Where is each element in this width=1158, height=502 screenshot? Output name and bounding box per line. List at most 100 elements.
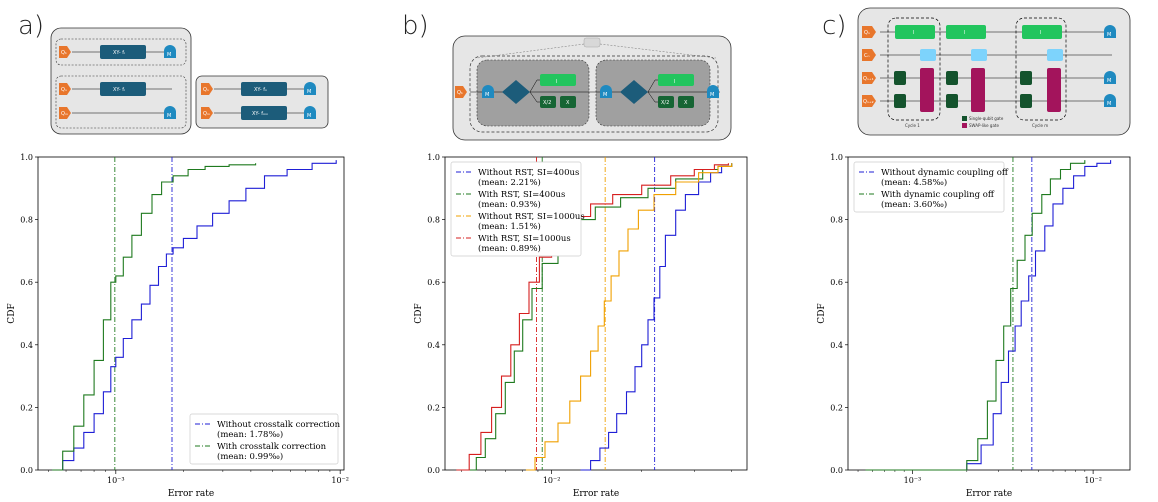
y-tick-label: 1.0 [830, 153, 843, 162]
panel-label-b: b) [402, 11, 429, 41]
legend-label-3: With RST, SI=1000us [478, 234, 571, 244]
coupler-box [1047, 49, 1063, 61]
gate-box [241, 106, 287, 120]
legend-swap: SWAP-like gate [969, 123, 999, 128]
legend-label-0: Without crosstalk correction [217, 420, 341, 430]
qubit-label: Qₙ [61, 87, 67, 93]
series-line-1 [52, 163, 257, 471]
qubit-a2-icon [59, 83, 71, 95]
legend: Without crosstalk correction(mean: 1.78‰… [189, 413, 341, 465]
gate-label: X [566, 100, 570, 106]
y-tick-label: 1.0 [427, 153, 440, 162]
panel-label-c: c) [822, 11, 846, 41]
measure-label: M [1107, 101, 1111, 107]
series-line-0 [52, 160, 337, 471]
decision-icon [620, 80, 648, 104]
qubit-b-icon [455, 86, 467, 98]
measure-label: M [1107, 78, 1111, 84]
single-qubit-gate [1020, 94, 1032, 108]
schematic-a: Q₁ Qₙ Qₘ XY- fᵢ XY- fᵢ M M Qₙ Qₘ XY- fₙ … [50, 27, 329, 135]
gate-box [895, 25, 935, 39]
gate-label: X/2 [661, 100, 669, 106]
series-line-1 [466, 163, 733, 471]
measure-icon [707, 85, 719, 98]
single-qubit-gate [894, 71, 906, 85]
legend-label-1: With RST, SI=400us [478, 190, 565, 200]
single-qubit-gate [894, 94, 906, 108]
cycle-label: Cycle m [1032, 123, 1048, 128]
legend-mean-1: (mean: 0.93%) [478, 199, 541, 210]
panel-label-a: a) [18, 11, 44, 41]
qubit-a5-icon [201, 107, 213, 119]
gate-box [560, 96, 576, 108]
gate-label: XY- fᵢ [113, 87, 125, 93]
y-axis-label: CDF [414, 303, 424, 323]
measure-label: M [603, 92, 607, 98]
y-tick-label: 0.8 [20, 216, 33, 225]
gate-label: I [913, 30, 914, 36]
qubit-label: Qₙ₊₂ [863, 99, 874, 105]
coupler-box [920, 49, 936, 61]
qubit-label: Qₙ [864, 30, 870, 36]
gate-label: X/2 [543, 100, 551, 106]
legend-box [189, 413, 339, 465]
qubit-a1-icon [59, 46, 71, 58]
gate-label: I [674, 79, 675, 85]
gate-label: X [684, 100, 688, 106]
gate-box [540, 74, 576, 86]
coupler-box [971, 49, 987, 61]
measure-label: M [710, 92, 714, 98]
qubit-c4-icon [862, 95, 876, 107]
qubit-label: Q₁ [457, 90, 463, 96]
y-tick-label: 0.8 [427, 216, 440, 225]
series-line-0 [580, 163, 733, 471]
legend: Without dynamic coupling off(mean: 4.58‰… [853, 161, 1009, 213]
series-line-0 [865, 160, 1112, 471]
x-axis-label: Error rate [573, 489, 619, 499]
qubit-label: Qₙ₊₁ [863, 76, 874, 82]
legend-label-1: With dynamic coupling off [881, 190, 995, 200]
legend-single-qubit: Single-qubit gate [969, 116, 1004, 121]
y-tick-label: 1.0 [20, 153, 33, 162]
legend-mean-1: (mean: 0.99‰) [217, 451, 283, 462]
gate-label: I [556, 79, 557, 85]
measure-label: M [1107, 32, 1111, 38]
qubit-a3-icon [59, 107, 71, 119]
legend-label-1: With crosstalk correction [217, 442, 327, 452]
schematic-b: Q₁ M I X/2 X I X/2 X M M [452, 35, 732, 141]
single-qubit-gate [946, 94, 958, 108]
y-tick-label: 0.0 [427, 466, 440, 475]
y-tick-label: 0.0 [830, 466, 843, 475]
y-tick-label: 0.6 [830, 278, 843, 287]
measure-icon [600, 85, 612, 98]
gate-box [241, 82, 287, 96]
legend-mean-0: (mean: 1.78‰) [217, 429, 283, 440]
chart-a: 0.0 0.2 0.4 0.6 0.8 1.0 10⁻³ 10⁻² Error rate CDF W… [7, 153, 349, 499]
y-tick-label: 0.8 [830, 216, 843, 225]
y-axis-label: CDF [817, 303, 827, 323]
measure-icon [1104, 71, 1116, 84]
y-tick-label: 0.4 [427, 341, 440, 350]
measure-icon [164, 45, 176, 58]
x-tick-label: 10⁻³ [107, 476, 125, 485]
gate-label: I [1040, 30, 1041, 36]
x-tick-label: 10⁻² [1084, 476, 1102, 485]
gate-box [678, 96, 694, 108]
gate-label: I [964, 30, 965, 36]
cycle-label: Cycle 1 [905, 123, 920, 128]
y-tick-label: 0.2 [830, 403, 843, 412]
y-tick-label: 0.6 [20, 278, 33, 287]
gate-box [540, 96, 556, 108]
gate-box [1022, 25, 1062, 39]
measure-icon [304, 82, 316, 95]
legend-mean-0: (mean: 4.58‰) [881, 177, 947, 188]
gate-label: XY- fₘₙ [252, 111, 268, 117]
legend-mean-3: (mean: 0.89%) [478, 243, 541, 254]
gate-box [658, 74, 694, 86]
qubit-a4-icon [201, 83, 213, 95]
chart-c: 0.0 0.2 0.4 0.6 0.8 1.0 10⁻³ 10⁻² Error rate CDF W… [817, 153, 1131, 499]
y-axis-label: CDF [7, 303, 17, 323]
measure-label: M [307, 89, 311, 95]
legend-mean-0: (mean: 2.21%) [478, 177, 541, 188]
